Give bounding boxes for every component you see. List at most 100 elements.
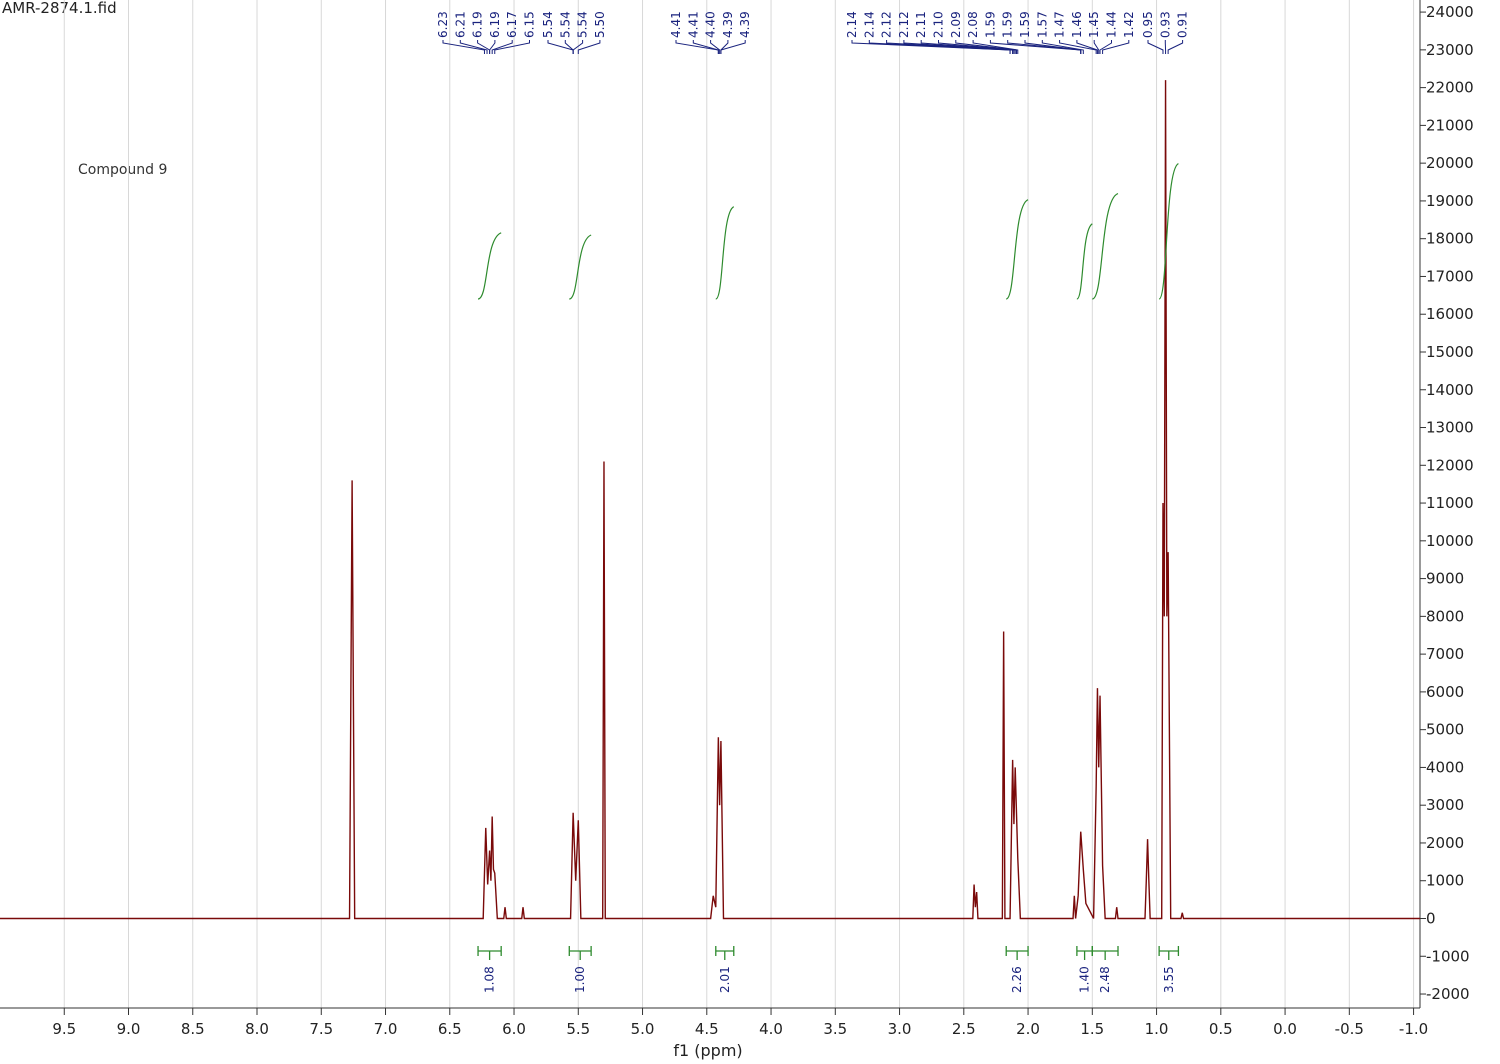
x-tick-label: -0.5 [1335, 1020, 1364, 1038]
annotation: Compound 9 [78, 162, 167, 178]
peak-connector [443, 40, 484, 54]
chart-title: AMR-2874.1.fid [2, 0, 117, 17]
integral-bracket [1159, 946, 1178, 960]
peak-label: 4.39 [721, 11, 735, 38]
y-tick-label: 15000 [1426, 343, 1474, 361]
y-tick-label: 10000 [1426, 532, 1474, 550]
peak-label: 6.15 [523, 11, 537, 38]
peak-label: 1.42 [1122, 11, 1136, 38]
spectrum-line [0, 80, 1420, 918]
peak-label: 1.44 [1105, 11, 1119, 38]
integral-curve [1159, 164, 1178, 299]
y-tick-label: 5000 [1426, 721, 1464, 739]
x-axis-label: f1 (ppm) [673, 1041, 742, 1060]
y-tick-label: 1000 [1426, 872, 1464, 890]
peak-label: 1.59 [983, 11, 997, 38]
x-tick-label: 6.0 [502, 1020, 526, 1038]
peak-label: 1.59 [1018, 11, 1032, 38]
integral-curve [1077, 224, 1092, 299]
peak-connector [1100, 40, 1111, 54]
integral-bracket [569, 946, 591, 960]
peak-label: 2.14 [862, 11, 876, 38]
y-tick-label: 13000 [1426, 419, 1474, 437]
peak-label: 6.21 [453, 11, 467, 38]
integral-label: 2.26 [1010, 966, 1024, 993]
x-tick-label: 3.0 [888, 1020, 912, 1038]
peak-label: 1.47 [1053, 11, 1067, 38]
peak-label: 5.50 [593, 11, 607, 38]
x-tick-label: 9.0 [117, 1020, 141, 1038]
x-tick-label: 4.5 [695, 1020, 719, 1038]
y-tick-label: 12000 [1426, 456, 1474, 474]
integral-bracket [1092, 946, 1118, 960]
y-tick-label: 9000 [1426, 570, 1464, 588]
peak-label: 2.09 [949, 11, 963, 38]
peak-label: 4.41 [686, 11, 700, 38]
peak-label: 1.59 [1001, 11, 1015, 38]
integral-label: 2.01 [718, 966, 732, 993]
peak-connector [1148, 40, 1163, 54]
peak-connector [676, 40, 718, 54]
integral-bracket [1006, 946, 1028, 960]
y-tick-label: 17000 [1426, 267, 1474, 285]
peak-connector [1103, 40, 1129, 54]
peak-label: 2.10 [932, 11, 946, 38]
peak-connector [693, 40, 718, 54]
y-tick-label: 8000 [1426, 607, 1464, 625]
peak-label: 6.17 [505, 11, 519, 38]
y-tick-label: 3000 [1426, 796, 1464, 814]
integral-curve [569, 235, 591, 299]
peak-label: 0.91 [1176, 11, 1190, 38]
peak-connector [578, 40, 600, 54]
peak-label: 4.40 [704, 11, 718, 38]
x-tick-label: 2.0 [1016, 1020, 1040, 1038]
peak-label: 6.19 [488, 11, 502, 38]
y-tick-label: 4000 [1426, 758, 1464, 776]
y-tick-label: 7000 [1426, 645, 1464, 663]
x-tick-label: 8.5 [181, 1020, 205, 1038]
peak-connector [721, 40, 728, 54]
peak-label: 6.23 [436, 11, 450, 38]
x-tick-label: 5.5 [566, 1020, 590, 1038]
x-tick-label: 1.0 [1145, 1020, 1169, 1038]
y-tick-label: 23000 [1426, 41, 1474, 59]
integral-curve [478, 233, 501, 299]
peak-label: 4.39 [738, 11, 752, 38]
y-tick-label: 18000 [1426, 230, 1474, 248]
integral-label: 1.08 [483, 966, 497, 993]
x-tick-label: 7.5 [309, 1020, 333, 1038]
integral-bracket [716, 946, 734, 960]
peak-label: 0.93 [1158, 11, 1172, 38]
y-tick-label: 11000 [1426, 494, 1474, 512]
y-tick-label: 22000 [1426, 79, 1474, 97]
peak-label: 5.54 [541, 11, 555, 38]
peak-label: 5.54 [576, 11, 590, 38]
peak-label: 1.46 [1070, 11, 1084, 38]
integral-label: 1.40 [1078, 966, 1092, 993]
peak-label: 1.57 [1035, 11, 1049, 38]
peak-label: 2.08 [966, 11, 980, 38]
peak-label: 4.41 [669, 11, 683, 38]
peak-label: 1.45 [1087, 11, 1101, 38]
x-tick-label: 0.0 [1273, 1020, 1297, 1038]
y-tick-label: 21000 [1426, 116, 1474, 134]
x-tick-label: 9.5 [52, 1020, 76, 1038]
x-tick-label: 0.5 [1209, 1020, 1233, 1038]
y-tick-label: 24000 [1426, 3, 1474, 21]
peak-label: 2.11 [914, 11, 928, 38]
peak-connector [478, 40, 490, 54]
peak-connector [1025, 40, 1081, 54]
peak-label: 5.54 [558, 11, 572, 38]
peak-connector [1168, 40, 1182, 54]
peak-label: 2.14 [845, 11, 859, 38]
y-tick-label: 16000 [1426, 305, 1474, 323]
y-tick-label: -2000 [1426, 985, 1470, 1003]
x-tick-label: 8.0 [245, 1020, 269, 1038]
integral-bracket [478, 946, 501, 960]
x-tick-label: 3.5 [823, 1020, 847, 1038]
peak-label: 6.19 [471, 11, 485, 38]
y-tick-label: 20000 [1426, 154, 1474, 172]
integral-curve [1092, 194, 1118, 299]
y-tick-label: -1000 [1426, 947, 1470, 965]
